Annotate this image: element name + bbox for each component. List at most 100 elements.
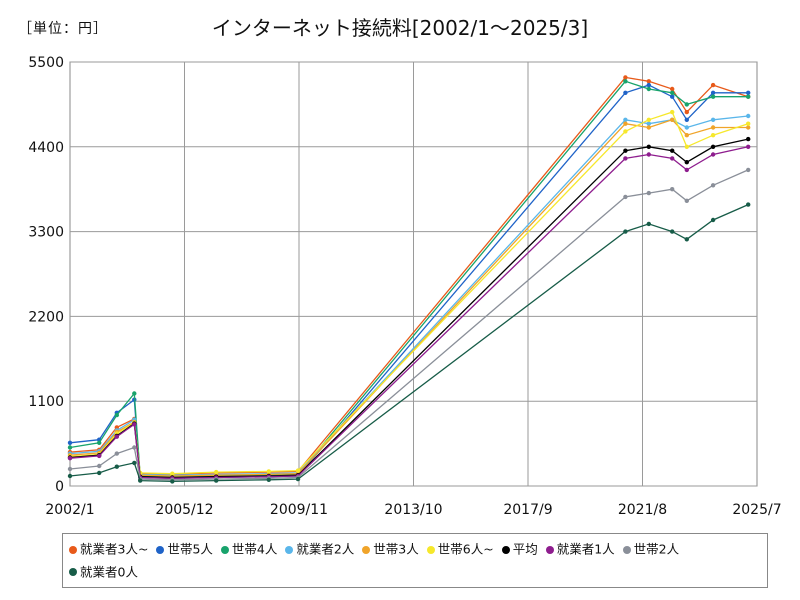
legend-label: 世帯6人~ [437,541,494,557]
y-tick-label: 4400 [28,140,64,156]
data-point [623,117,628,123]
y-tick-label: 0 [55,479,64,495]
data-point [746,113,751,119]
data-point [746,136,751,142]
data-point [114,464,120,469]
series-line [69,146,749,479]
series-line [69,204,749,483]
data-point [646,82,651,88]
legend-marker [622,545,631,554]
chart-title: インターネット接続料[2002/1～2025/3] [211,16,589,40]
data-point [670,86,675,92]
data-point [97,463,102,469]
x-tick-label: 2021/8 [618,502,667,518]
data-point [710,125,716,130]
x-tick-label: 2017/9 [503,502,552,518]
x-tick-label: 2009/11 [270,502,328,518]
legend-label: 世帯3人 [373,541,419,557]
data-point [710,90,716,96]
data-point [670,229,675,234]
x-tick-label: 2025/7 [732,502,781,518]
data-point [670,156,675,161]
data-point [266,477,271,482]
data-point [670,117,675,123]
data-point [670,109,675,115]
data-point [684,144,689,149]
data-point [623,148,628,153]
x-tick-label: 2002/1 [45,502,94,518]
data-point [684,167,689,173]
data-point [684,125,689,130]
data-point [670,187,675,192]
data-point [646,144,651,149]
data-point [684,198,689,203]
data-point [746,202,751,207]
line-chart: 0 1100 2200 3300 4400 5500 2002/1 2005/12 2009/1… [28,55,781,518]
data-point [684,160,689,165]
data-point [67,445,73,450]
data-point [646,152,651,157]
data-point [623,90,628,96]
data-point [746,144,751,149]
data-point [746,90,751,96]
data-point [132,460,137,466]
data-point [746,94,751,99]
data-point [138,478,143,483]
data-point [170,471,175,476]
legend-label: 世帯4人 [231,541,278,557]
x-tick-label: 2005/12 [155,502,213,518]
legend-marker [545,545,554,554]
data-point [646,121,651,126]
data-point [623,121,628,126]
data-point [114,425,120,430]
data-point [684,102,689,107]
legend-item: 就業者0人 [69,561,138,584]
data-point [710,94,716,99]
series-line [69,111,749,475]
data-point [114,451,120,456]
legend-marker [362,545,371,554]
legend-item: 世帯5人 [156,538,213,561]
data-point [646,125,651,130]
data-point [710,82,716,88]
data-point [114,434,120,439]
legend-marker [156,545,165,554]
data-point [684,117,689,123]
data-point [746,167,751,173]
legend-label: 平均 [512,541,538,557]
data-point [97,470,102,476]
data-point [623,129,628,134]
data-point [670,148,675,153]
data-point [646,190,651,196]
data-point [746,125,751,130]
data-point [67,466,73,472]
data-point [710,217,716,223]
series-line [69,115,749,476]
legend-label: 就業者3人~ [80,541,149,557]
series-line [69,76,749,476]
data-point [623,79,628,84]
data-point [67,440,73,445]
data-point [710,133,716,138]
data-point [710,183,716,188]
data-point [670,94,675,99]
legend-item: 就業者1人 [545,538,615,561]
series-line [69,119,749,477]
data-point [132,445,137,450]
data-point [710,152,716,157]
legend-label: 就業者2人 [296,541,355,557]
data-point [670,90,675,96]
y-tick-label: 2200 [28,309,64,325]
data-point [623,156,628,161]
data-point [746,121,751,126]
legend-item: 世帯4人 [220,538,278,561]
y-tick-label: 3300 [28,225,64,241]
series-line [69,138,749,479]
legend-item: 世帯3人 [362,538,419,561]
data-point [684,109,689,115]
data-point [97,453,102,459]
data-point [132,422,137,427]
y-tick-label: 5500 [28,55,64,71]
data-point [623,229,628,234]
